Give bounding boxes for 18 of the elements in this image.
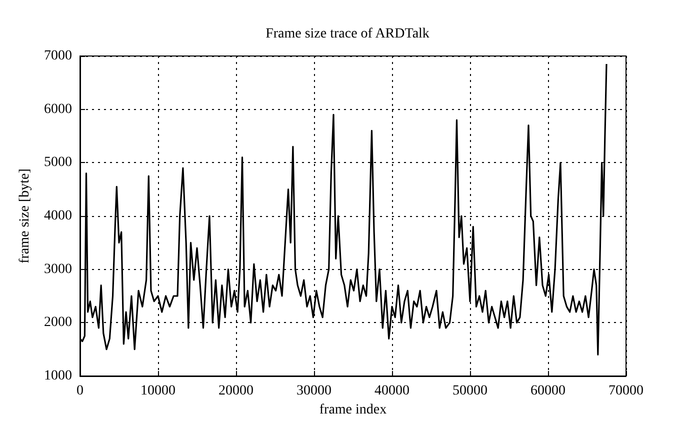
x-tick-label: 20000 xyxy=(218,384,254,398)
x-tick-label: 0 xyxy=(76,384,84,398)
y-tick-label: 3000 xyxy=(44,262,72,277)
y-tick-label: 2000 xyxy=(44,315,72,330)
y-axis-title: frame size [byte] xyxy=(18,168,32,264)
y-tick-label: 5000 xyxy=(44,155,72,170)
y-tick-label: 1000 xyxy=(44,368,72,384)
chart-title: Frame size trace of ARDTalk xyxy=(266,26,430,42)
x-tick-label: 70000 xyxy=(608,384,644,398)
x-tick-label: 40000 xyxy=(374,384,410,398)
x-axis-title: frame index xyxy=(319,402,387,418)
y-tick-label: 7000 xyxy=(44,48,72,64)
x-tick-label: 10000 xyxy=(140,384,176,398)
x-tick-label: 60000 xyxy=(530,384,566,398)
x-tick-label: 30000 xyxy=(296,384,332,398)
y-tick-label: 4000 xyxy=(44,208,72,224)
y-tick-label: 6000 xyxy=(44,102,72,117)
x-tick-label: 50000 xyxy=(452,384,488,398)
